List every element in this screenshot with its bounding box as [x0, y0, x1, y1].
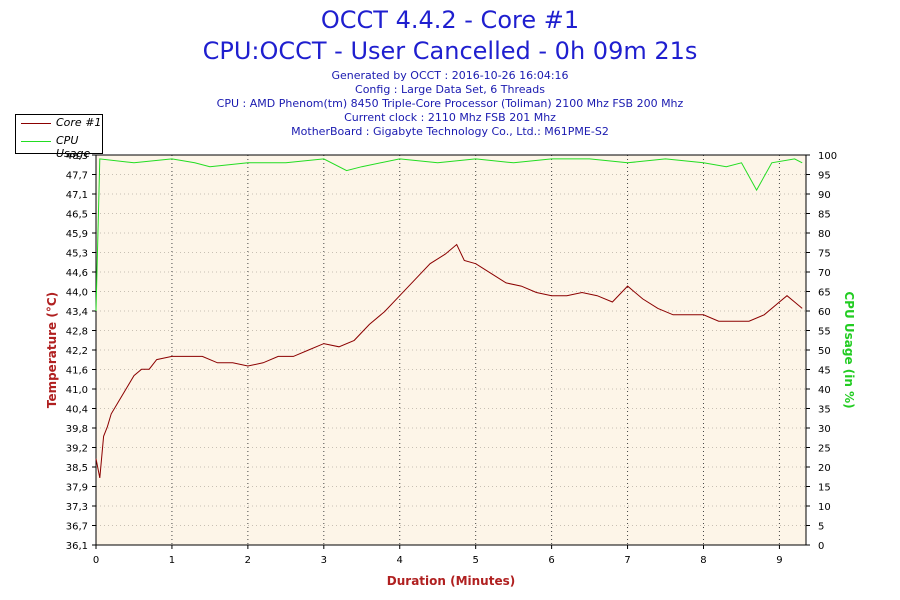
x-tick-label: 4 — [397, 555, 403, 566]
y-tick-label: 40,4 — [66, 405, 88, 416]
info-clock: Current clock : 2110 Mhz FSB 201 Mhz — [344, 111, 556, 124]
legend-label-core1: Core #1 — [56, 116, 102, 129]
y2-tick-label: 80 — [818, 229, 831, 240]
y2-tick-label: 20 — [818, 463, 831, 474]
y-tick-label: 48,3 — [66, 151, 88, 162]
legend-item-core1: Core #1 — [16, 115, 102, 133]
y-tick-label: 44,6 — [66, 268, 88, 279]
x-tick-label: 1 — [169, 555, 175, 566]
y2-tick-label: 25 — [818, 444, 831, 455]
y2-tick-label: 95 — [818, 171, 831, 182]
y2-tick-label: 10 — [818, 502, 831, 513]
y-tick-label: 45,9 — [66, 229, 88, 240]
info-generated: Generated by OCCT : 2016-10-26 16:04:16 — [331, 69, 569, 82]
y2-tick-label: 0 — [818, 541, 824, 552]
y-tick-label: 37,9 — [66, 483, 88, 494]
y2-tick-label: 45 — [818, 366, 831, 377]
y2-tick-label: 15 — [818, 483, 831, 494]
legend-swatch-core1 — [21, 123, 51, 124]
y-tick-label: 45,3 — [66, 249, 88, 260]
chart-subtitle: CPU:OCCT - User Cancelled - 0h 09m 21s — [202, 37, 698, 65]
y-tick-label: 39,2 — [66, 444, 88, 455]
legend-item-cpu-usage: CPU Usage — [16, 133, 102, 160]
y-tick-label: 44,0 — [66, 288, 88, 299]
y2-tick-label: 40 — [818, 385, 831, 396]
y2-tick-label: 5 — [818, 522, 824, 533]
y-tick-label: 47,1 — [66, 190, 88, 201]
y2-tick-label: 90 — [818, 190, 831, 201]
y-tick-label: 36,1 — [66, 541, 88, 552]
series-line-cpu-usage — [95, 158, 803, 312]
y-tick-label: 36,7 — [66, 522, 88, 533]
y-tick-label: 42,8 — [66, 327, 88, 338]
y2-tick-label: 70 — [818, 268, 831, 279]
y2-tick-label: 50 — [818, 346, 831, 357]
y2-tick-label: 30 — [818, 424, 831, 435]
y2-axis-title: CPU Usage (in %) — [842, 291, 856, 408]
x-tick-label: 3 — [321, 555, 327, 566]
y-tick-label: 38,5 — [66, 463, 88, 474]
y-tick-label: 43,4 — [66, 307, 88, 318]
y2-tick-label: 55 — [818, 327, 831, 338]
y2-tick-label: 85 — [818, 210, 831, 221]
x-tick-label: 6 — [548, 555, 554, 566]
info-motherboard: MotherBoard : Gigabyte Technology Co., L… — [291, 125, 609, 138]
y2-tick-label: 75 — [818, 249, 831, 260]
info-config: Config : Large Data Set, 6 Threads — [355, 83, 545, 96]
y-tick-label: 46,5 — [66, 210, 88, 221]
x-tick-label: 2 — [245, 555, 251, 566]
x-tick-label: 0 — [93, 555, 99, 566]
y-tick-label: 41,6 — [66, 366, 88, 377]
x-tick-label: 8 — [700, 555, 706, 566]
y-axis-title: Temperature (°C) — [45, 292, 59, 408]
legend: Core #1 CPU Usage — [15, 114, 103, 160]
y2-tick-label: 100 — [818, 151, 837, 162]
x-tick-label: 7 — [624, 555, 630, 566]
y-tick-label: 39,8 — [66, 424, 88, 435]
y-tick-label: 47,7 — [66, 171, 88, 182]
y2-tick-label: 65 — [818, 288, 831, 299]
y2-tick-label: 35 — [818, 405, 831, 416]
legend-label-cpu-usage: CPU Usage — [56, 134, 91, 160]
plot-area — [96, 155, 806, 545]
x-tick-label: 5 — [472, 555, 478, 566]
legend-swatch-cpu-usage — [21, 141, 51, 142]
series-line-core1 — [95, 243, 803, 478]
y-tick-label: 41,0 — [66, 385, 88, 396]
y2-tick-label: 60 — [818, 307, 831, 318]
info-cpu: CPU : AMD Phenom(tm) 8450 Triple-Core Pr… — [216, 97, 684, 110]
x-axis-title: Duration (Minutes) — [387, 574, 515, 588]
x-tick-label: 9 — [776, 555, 782, 566]
chart-title: OCCT 4.4.2 - Core #1 — [320, 6, 580, 34]
y-tick-label: 42,2 — [66, 346, 88, 357]
y-tick-label: 37,3 — [66, 502, 88, 513]
